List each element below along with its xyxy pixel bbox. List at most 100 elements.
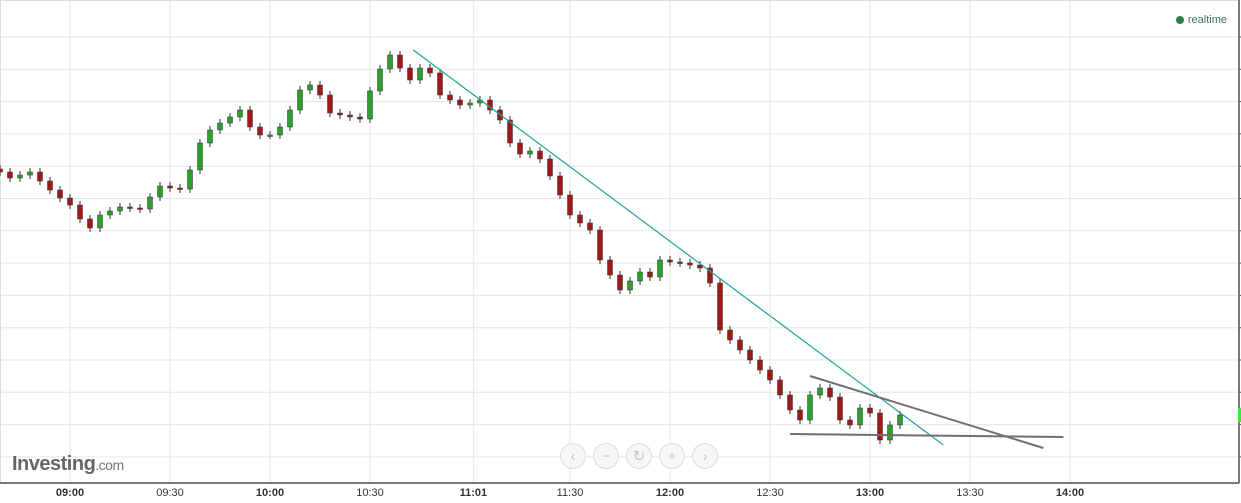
candle (57, 189, 63, 199)
candle (217, 122, 223, 131)
candle (177, 187, 183, 190)
candle (437, 72, 443, 96)
x-tick-label: 14:00 (1056, 487, 1084, 499)
x-tick-label: 11:30 (557, 487, 584, 499)
scroll-left-button[interactable]: ‹ (560, 443, 586, 469)
candle (607, 259, 613, 276)
candle (337, 112, 343, 116)
reset-button[interactable]: ↻ (626, 443, 652, 469)
candle (527, 150, 533, 155)
candle (627, 280, 633, 291)
candle (797, 409, 803, 421)
realtime-label: realtime (1187, 14, 1227, 26)
candle (297, 89, 303, 111)
candle (687, 262, 693, 266)
candle (537, 150, 543, 160)
candle (617, 274, 623, 291)
candle (107, 210, 113, 216)
candle (557, 175, 563, 196)
candle (507, 119, 513, 144)
candle (887, 424, 893, 441)
x-tick-label: 09:00 (56, 487, 84, 499)
x-tick-label: 11:01 (460, 487, 488, 499)
candle (897, 414, 903, 426)
candle (97, 214, 103, 229)
candle (697, 264, 703, 269)
candle (377, 68, 383, 92)
candle (747, 349, 753, 361)
candle (447, 94, 453, 101)
zoom-controls: ‹ − ↻ + › (560, 443, 718, 469)
candle (27, 171, 33, 176)
candle (707, 267, 713, 284)
candle (877, 412, 883, 441)
candle (207, 129, 213, 144)
status-dot-icon (1175, 16, 1184, 24)
candle (517, 142, 523, 155)
candle (257, 126, 263, 136)
current-price-marker (1238, 408, 1241, 422)
scroll-right-button[interactable]: › (692, 443, 718, 469)
candle (137, 207, 143, 210)
candle (237, 109, 243, 118)
candle (397, 54, 403, 69)
candle (387, 54, 393, 70)
candle (357, 116, 363, 120)
candle (817, 387, 823, 396)
candle (867, 407, 873, 414)
candle (87, 218, 93, 229)
candle (17, 174, 23, 179)
candle (327, 94, 333, 114)
candle (547, 158, 553, 177)
trendline (412, 49, 944, 446)
candle (7, 171, 13, 179)
candle (47, 180, 53, 191)
zoom-out-button[interactable]: − (593, 443, 619, 469)
x-tick-label: 09:30 (156, 487, 184, 499)
candle (717, 282, 723, 331)
zoom-in-button[interactable]: + (659, 443, 685, 469)
candle (597, 229, 603, 261)
candle (247, 109, 253, 128)
candle (727, 329, 733, 341)
candle (227, 116, 233, 124)
trendline (789, 433, 1064, 438)
candle (567, 194, 573, 216)
candle (77, 204, 83, 220)
x-tick-label: 12:00 (656, 487, 684, 499)
candle (67, 197, 73, 206)
candle (467, 102, 473, 106)
candle (847, 419, 853, 426)
candle (857, 407, 863, 426)
candle (147, 196, 153, 210)
logo-text: Investing (12, 453, 96, 475)
candle (737, 339, 743, 351)
realtime-indicator: realtime (1175, 14, 1227, 26)
investing-logo: Investing.com (12, 453, 124, 476)
x-tick-label: 13:30 (956, 487, 984, 499)
candle (647, 271, 653, 278)
candle (787, 394, 793, 411)
candle (287, 109, 293, 128)
candle (277, 126, 283, 136)
candle (187, 169, 193, 190)
x-tick-label: 12:30 (756, 487, 784, 499)
candle (837, 396, 843, 421)
candle (157, 185, 163, 198)
candle (757, 359, 763, 371)
x-tick-label: 10:30 (356, 487, 384, 499)
candle (407, 67, 413, 81)
candle (457, 99, 463, 106)
x-tick-label: 10:00 (256, 487, 284, 499)
candle (127, 206, 133, 209)
candle (807, 394, 813, 421)
candle (427, 67, 433, 74)
candle (637, 271, 643, 282)
candle (117, 206, 123, 212)
candle (317, 84, 323, 96)
candle (777, 379, 783, 396)
candle (307, 84, 313, 91)
candle (587, 222, 593, 231)
candle (657, 259, 663, 278)
